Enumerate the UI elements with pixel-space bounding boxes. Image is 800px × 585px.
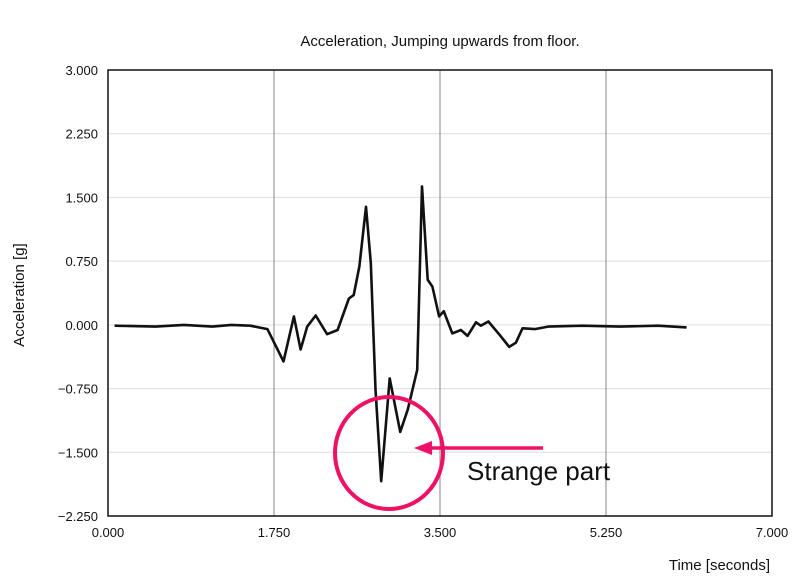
annotation-circle: [333, 395, 445, 511]
y-tick-label: 2.250: [65, 127, 98, 142]
y-tick-label: 0.750: [65, 254, 98, 269]
y-axis-label: Acceleration [g]: [11, 243, 28, 346]
y-tick-label: 0.000: [65, 318, 98, 333]
chart-title: Acceleration, Jumping upwards from floor…: [300, 33, 579, 50]
x-axis-label: Time [seconds]: [669, 557, 770, 574]
series-line: [114, 185, 687, 483]
y-tick-label: 1.500: [65, 190, 98, 205]
x-tick-label: 0.000: [92, 525, 125, 540]
y-tick-label: −1.500: [58, 445, 98, 460]
y-tick-label: −0.750: [58, 382, 98, 397]
y-tick-label: −2.250: [58, 509, 98, 524]
annotation-arrowhead: [414, 441, 432, 455]
annotation-label: Strange part: [467, 456, 611, 486]
y-tick-label: 3.000: [65, 63, 98, 78]
x-tick-label: 3.500: [424, 525, 457, 540]
x-tick-label: 1.750: [258, 525, 291, 540]
plot-frame: [107, 69, 773, 517]
x-tick-label: 7.000: [756, 525, 789, 540]
annotation: Strange part: [333, 395, 611, 511]
x-tick-label: 5.250: [590, 525, 623, 540]
